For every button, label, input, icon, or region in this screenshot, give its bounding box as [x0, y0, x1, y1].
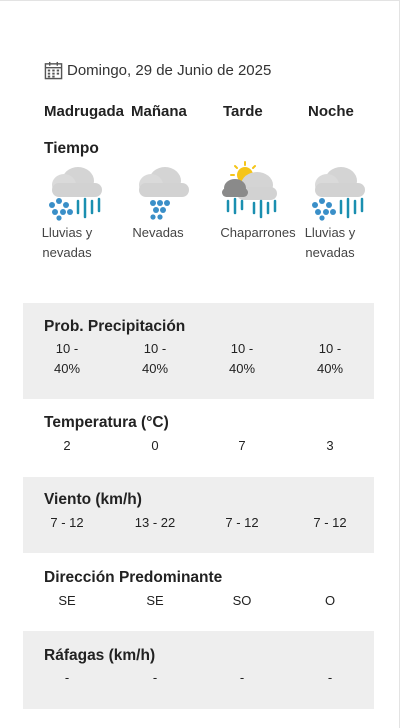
gusts-value: -: [64, 670, 70, 685]
wind-value: 13 - 22: [134, 515, 176, 530]
wind-value: 7 - 12: [225, 515, 259, 530]
period-noche: Noche: [308, 103, 354, 120]
sun-showers-icon: [219, 161, 279, 221]
precipitation-value: 10 - 40%: [53, 341, 81, 376]
wind-value: 7 - 12: [313, 515, 347, 530]
period-manana: Mañana: [131, 103, 187, 120]
precipitation-value: 10 - 40%: [228, 341, 256, 376]
direction-value: O: [324, 593, 336, 608]
wind-title: Viento (km/h): [44, 491, 142, 508]
gusts-title: Ráfagas (km/h): [44, 647, 156, 664]
temperature-value: 7: [238, 438, 246, 453]
wind-row: [23, 477, 374, 553]
date-row: Domingo, 29 de Junio de 2025: [44, 59, 271, 81]
condition-label: Nevadas: [132, 225, 184, 240]
direction-value: SE: [58, 593, 76, 608]
gusts-value: -: [239, 670, 245, 685]
rain-snow-icon: [44, 161, 104, 221]
direction-value: SE: [146, 593, 164, 608]
gusts-value: -: [152, 670, 158, 685]
precipitation-title: Prob. Precipitación: [44, 318, 186, 335]
period-madrugada: Madrugada: [44, 103, 125, 120]
forecast-date: Domingo, 29 de Junio de 2025: [67, 61, 272, 79]
direction-value: SO: [232, 593, 252, 608]
condition-label: Lluvias y nevadas: [41, 225, 93, 260]
temperature-value: 2: [63, 438, 71, 453]
gusts-row: [23, 631, 374, 709]
condition-label: Lluvias y nevadas: [304, 225, 356, 260]
precipitation-value: 10 - 40%: [316, 341, 344, 376]
snow-icon: [131, 161, 191, 221]
precipitation-value: 10 - 40%: [141, 341, 169, 376]
direction-title: Dirección Predominante: [44, 569, 223, 586]
condition-label: Chaparrones: [220, 225, 296, 240]
calendar-icon: [44, 61, 63, 80]
weather-title: Tiempo: [44, 140, 99, 157]
period-header: Madrugada Mañana Tarde Noche: [0, 103, 400, 125]
wind-value: 7 - 12: [50, 515, 84, 530]
temperature-title: Temperatura (°C): [44, 414, 169, 431]
gusts-value: -: [327, 670, 333, 685]
temperature-value: 3: [326, 438, 334, 453]
precipitation-row: [23, 303, 374, 399]
rain-snow-icon: [307, 161, 367, 221]
temperature-value: 0: [151, 438, 159, 453]
period-tarde: Tarde: [223, 103, 263, 120]
